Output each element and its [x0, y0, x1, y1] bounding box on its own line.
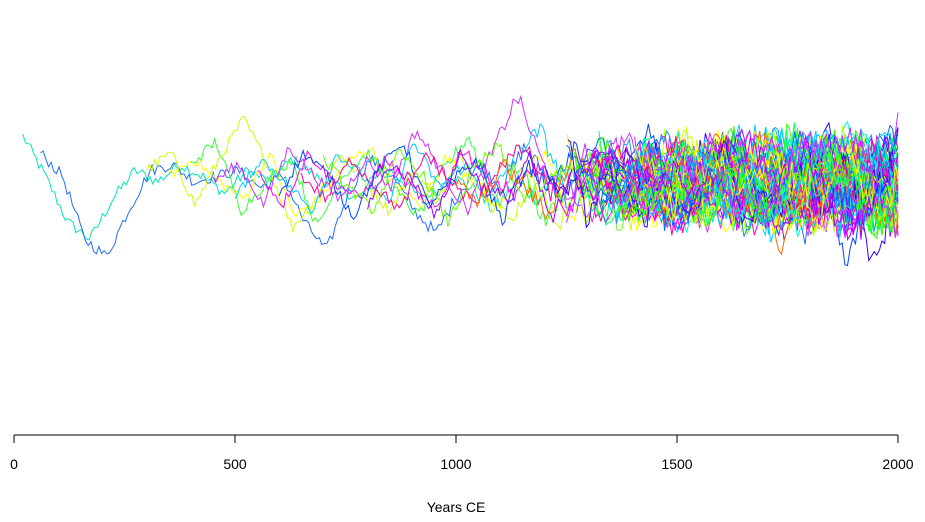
x-axis-title: Years CE — [427, 499, 486, 515]
x-tick-label: 2000 — [882, 456, 913, 472]
series-lines — [22, 94, 899, 267]
series-line — [615, 145, 899, 238]
x-tick-label: 1000 — [440, 456, 471, 472]
series-line — [633, 125, 899, 227]
series-line — [601, 129, 899, 240]
series-line — [664, 131, 899, 235]
series-line — [566, 127, 899, 238]
x-tick-label: 500 — [223, 456, 247, 472]
x-axis-ticks: 0 500 1000 1500 2000 — [10, 435, 914, 472]
series-line — [566, 130, 899, 231]
x-tick-label: 1500 — [661, 456, 692, 472]
x-axis: 0 500 1000 1500 2000 — [10, 434, 914, 472]
series-line — [658, 146, 899, 231]
x-tick-label: 0 — [10, 456, 18, 472]
series-line — [671, 138, 899, 218]
series-line — [580, 135, 899, 240]
series-line — [607, 129, 899, 227]
